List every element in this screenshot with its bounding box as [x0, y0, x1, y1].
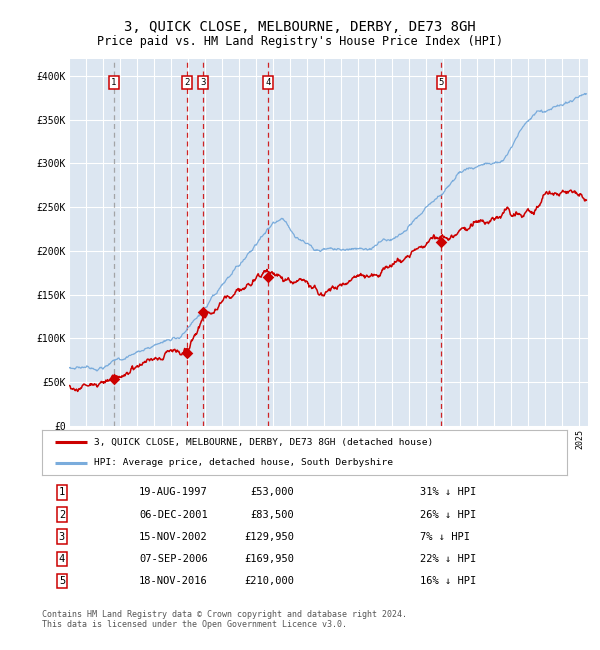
Text: Contains HM Land Registry data © Crown copyright and database right 2024.
This d: Contains HM Land Registry data © Crown c…: [42, 610, 407, 629]
Point: [437, 237, 446, 248]
Text: 26% ↓ HPI: 26% ↓ HPI: [420, 510, 476, 519]
Text: 1: 1: [111, 77, 116, 86]
Text: 2: 2: [184, 77, 190, 86]
Text: 19-AUG-1997: 19-AUG-1997: [139, 488, 208, 497]
Text: 1: 1: [59, 488, 65, 497]
Text: 18-NOV-2016: 18-NOV-2016: [139, 576, 208, 586]
Text: 31% ↓ HPI: 31% ↓ HPI: [420, 488, 476, 497]
Text: 4: 4: [59, 554, 65, 564]
Point: [198, 307, 208, 317]
Text: 7% ↓ HPI: 7% ↓ HPI: [420, 532, 470, 541]
Text: 5: 5: [439, 77, 444, 86]
Text: £210,000: £210,000: [244, 576, 294, 586]
Text: 3: 3: [59, 532, 65, 541]
Text: £83,500: £83,500: [250, 510, 294, 519]
Text: 3, QUICK CLOSE, MELBOURNE, DERBY, DE73 8GH (detached house): 3, QUICK CLOSE, MELBOURNE, DERBY, DE73 8…: [95, 437, 434, 447]
Text: 4: 4: [265, 77, 271, 86]
Text: 06-DEC-2001: 06-DEC-2001: [139, 510, 208, 519]
Text: Price paid vs. HM Land Registry's House Price Index (HPI): Price paid vs. HM Land Registry's House …: [97, 35, 503, 48]
Text: 16% ↓ HPI: 16% ↓ HPI: [420, 576, 476, 586]
Text: 5: 5: [59, 576, 65, 586]
Text: HPI: Average price, detached house, South Derbyshire: HPI: Average price, detached house, Sout…: [95, 458, 394, 467]
Text: 15-NOV-2002: 15-NOV-2002: [139, 532, 208, 541]
Point: [109, 374, 119, 385]
Text: £169,950: £169,950: [244, 554, 294, 564]
Text: 22% ↓ HPI: 22% ↓ HPI: [420, 554, 476, 564]
Text: 2: 2: [59, 510, 65, 519]
Text: £129,950: £129,950: [244, 532, 294, 541]
Point: [263, 272, 273, 282]
Text: £53,000: £53,000: [250, 488, 294, 497]
Text: 3: 3: [200, 77, 206, 86]
Point: [182, 348, 192, 358]
Text: 07-SEP-2006: 07-SEP-2006: [139, 554, 208, 564]
Text: 3, QUICK CLOSE, MELBOURNE, DERBY, DE73 8GH: 3, QUICK CLOSE, MELBOURNE, DERBY, DE73 8…: [124, 20, 476, 34]
